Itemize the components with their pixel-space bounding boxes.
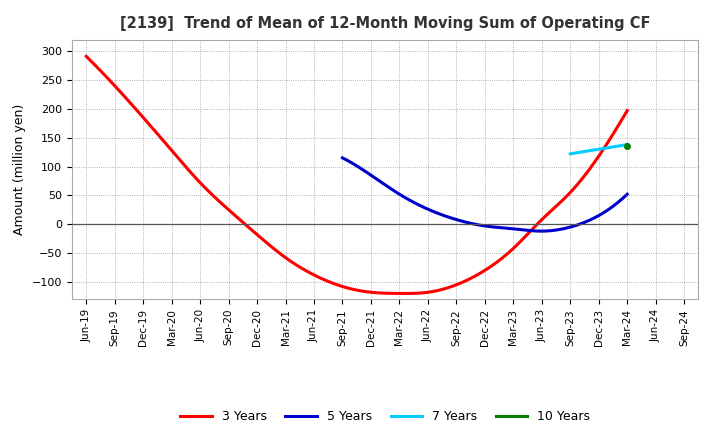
- Title: [2139]  Trend of Mean of 12-Month Moving Sum of Operating CF: [2139] Trend of Mean of 12-Month Moving …: [120, 16, 650, 32]
- Legend: 3 Years, 5 Years, 7 Years, 10 Years: 3 Years, 5 Years, 7 Years, 10 Years: [176, 405, 595, 428]
- Y-axis label: Amount (million yen): Amount (million yen): [14, 104, 27, 235]
